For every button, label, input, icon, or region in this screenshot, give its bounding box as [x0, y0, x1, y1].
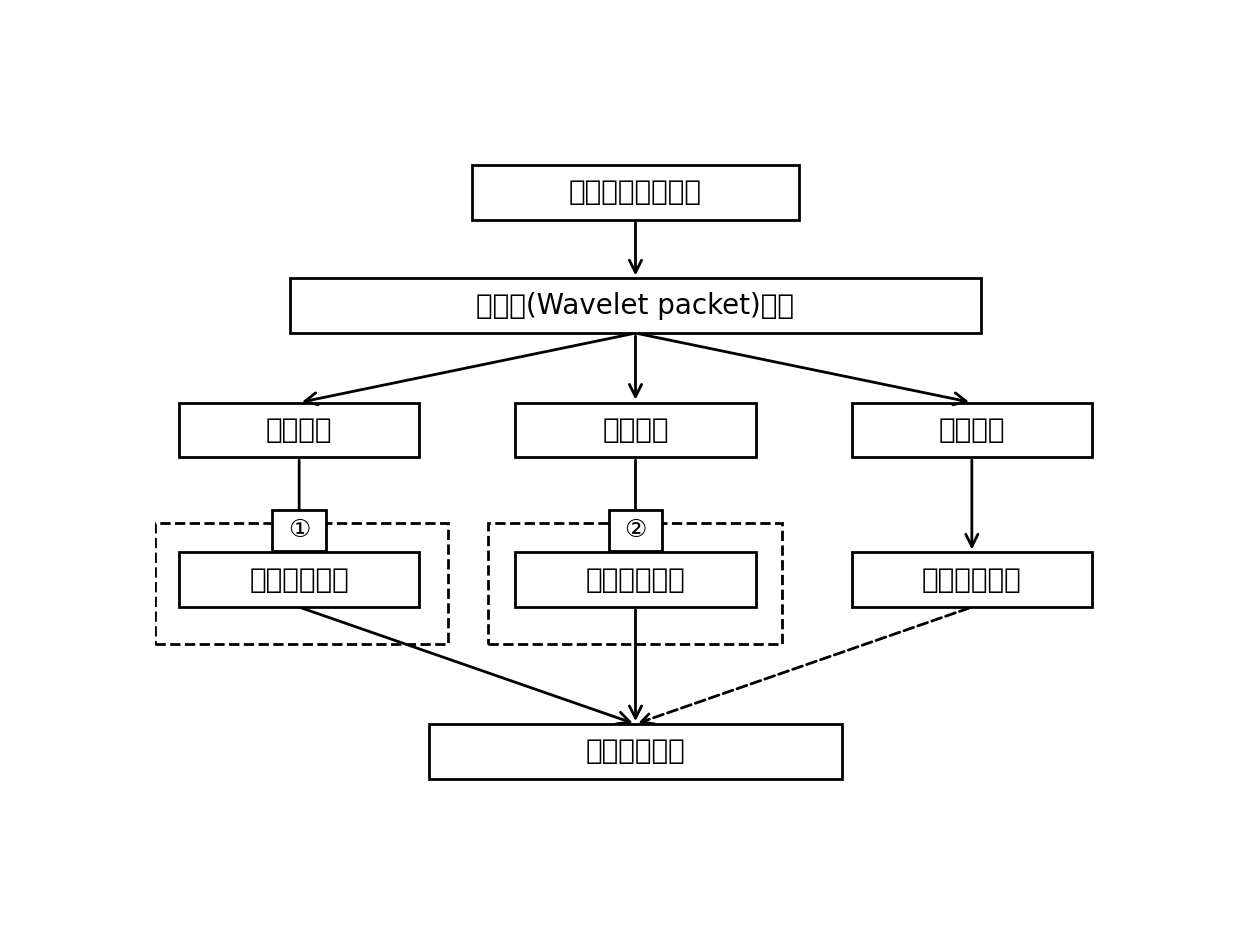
- Bar: [852, 552, 1092, 607]
- Bar: [472, 165, 799, 220]
- Bar: [429, 724, 842, 779]
- Text: ②: ②: [624, 518, 647, 543]
- Text: 中频剖面拉平: 中频剖面拉平: [585, 566, 686, 594]
- Bar: [852, 402, 1092, 457]
- Bar: [489, 523, 781, 643]
- Text: 低频信号: 低频信号: [265, 416, 332, 444]
- Text: 导入地震剖面数据: 导入地震剖面数据: [569, 178, 702, 207]
- Bar: [516, 552, 755, 607]
- Text: 中频信号: 中频信号: [603, 416, 668, 444]
- Text: 低频剖面拉平: 低频剖面拉平: [249, 566, 348, 594]
- Bar: [609, 510, 662, 550]
- Text: 小波包(Wavelet packet)分解: 小波包(Wavelet packet)分解: [476, 291, 795, 320]
- Bar: [273, 510, 326, 550]
- Text: 去除高频噪声: 去除高频噪声: [923, 566, 1022, 594]
- Text: ①: ①: [288, 518, 310, 543]
- Text: 高频信号: 高频信号: [939, 416, 1006, 444]
- Text: 重构地震剖面: 重构地震剖面: [585, 737, 686, 766]
- Bar: [290, 278, 982, 333]
- Bar: [516, 402, 755, 457]
- Bar: [155, 523, 448, 643]
- Bar: [179, 402, 419, 457]
- Bar: [179, 552, 419, 607]
